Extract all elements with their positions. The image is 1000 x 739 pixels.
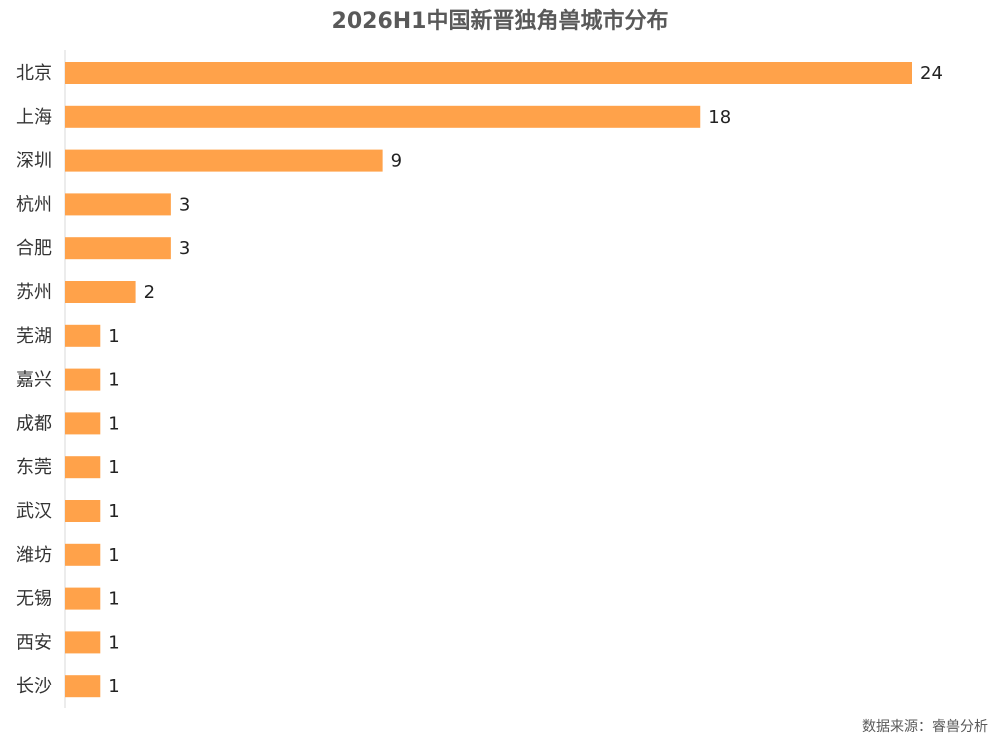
y-tick-label: 苏州 xyxy=(16,282,52,303)
bar xyxy=(65,193,171,216)
value-label: 24 xyxy=(920,63,943,84)
value-label: 1 xyxy=(108,326,119,347)
value-label: 1 xyxy=(108,457,119,478)
chart-title: 2026H1中国新晋独角兽城市分布 xyxy=(332,8,669,34)
y-tick-label: 西安 xyxy=(16,632,52,653)
bar xyxy=(65,412,101,435)
y-tick-label: 无锡 xyxy=(16,589,52,610)
value-label: 18 xyxy=(708,107,731,128)
value-label: 1 xyxy=(108,589,119,610)
bar xyxy=(65,631,101,654)
value-label: 1 xyxy=(108,501,119,522)
y-tick-label: 合肥 xyxy=(16,238,52,259)
value-label: 1 xyxy=(108,676,119,697)
y-tick-label: 芜湖 xyxy=(16,326,52,347)
bar xyxy=(65,149,383,172)
value-label: 1 xyxy=(108,370,119,391)
y-tick-label: 东莞 xyxy=(16,457,52,478)
value-label: 2 xyxy=(144,282,155,303)
y-tick-label: 北京 xyxy=(16,63,52,84)
source-note: 数据来源：睿兽分析 xyxy=(862,719,988,735)
y-tick-label: 成都 xyxy=(16,413,52,434)
value-label: 3 xyxy=(179,194,190,215)
value-label: 1 xyxy=(108,545,119,566)
value-label: 1 xyxy=(108,413,119,434)
bar xyxy=(65,675,101,698)
y-tick-label: 长沙 xyxy=(16,676,52,697)
bar xyxy=(65,237,171,260)
bar xyxy=(65,62,912,84)
y-tick-label: 深圳 xyxy=(16,151,52,172)
bar xyxy=(65,500,101,522)
y-tick-label: 嘉兴 xyxy=(16,370,52,391)
bar xyxy=(65,587,101,610)
value-label: 9 xyxy=(391,151,402,172)
value-label: 3 xyxy=(179,238,190,259)
bar xyxy=(65,105,701,128)
bar xyxy=(65,456,101,479)
y-tick-label: 杭州 xyxy=(16,194,52,215)
bar xyxy=(65,543,101,566)
y-tick-label: 武汉 xyxy=(16,501,52,522)
y-tick-label: 上海 xyxy=(16,107,52,128)
y-tick-label: 潍坊 xyxy=(16,545,52,566)
bar xyxy=(65,324,101,347)
bar xyxy=(65,368,101,391)
value-label: 1 xyxy=(108,632,119,653)
bar xyxy=(65,281,136,303)
